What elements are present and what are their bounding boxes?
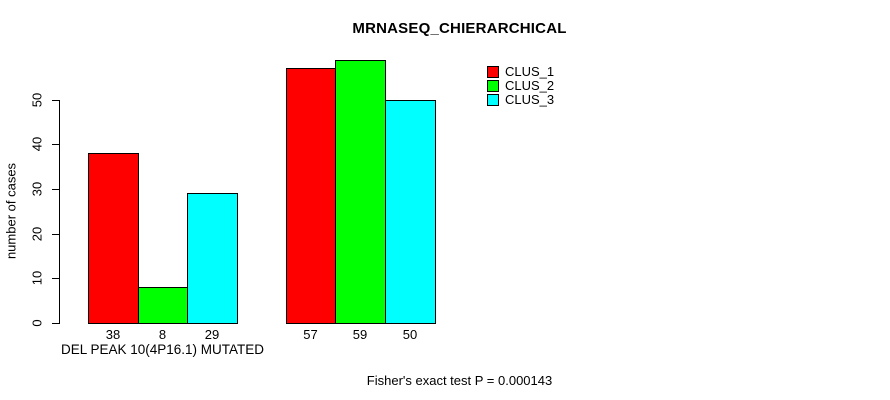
bar-value-label: 59 (352, 327, 368, 342)
y-axis-tick-label: 20 (29, 226, 45, 242)
y-axis-tick (52, 323, 59, 324)
bar-value-label: 50 (402, 327, 418, 342)
legend-label: CLUS_3 (505, 92, 555, 107)
y-axis-tick-label: 30 (29, 181, 45, 197)
bar-value-label: 38 (105, 327, 121, 342)
legend-swatch (487, 80, 499, 92)
y-axis-tick-label: 40 (29, 136, 45, 152)
bar-clus_2-group2 (335, 60, 386, 324)
legend: CLUS_1 CLUS_2 CLUS_3 (487, 65, 554, 107)
annotation-text: Fisher's exact test P = 0.000143 (366, 373, 553, 388)
bar-value-label: 29 (204, 327, 220, 342)
y-axis-line (59, 100, 60, 324)
legend-label: CLUS_1 (505, 64, 555, 79)
bar-clus_3-group1 (187, 193, 238, 324)
chart-title: MRNASEQ_CHIERARCHICAL (352, 20, 567, 37)
legend-swatch (487, 66, 499, 78)
x-axis-group-label: DEL PEAK 10(4P16.1) MUTATED (60, 342, 265, 357)
bar-value-label: 8 (158, 327, 167, 342)
legend-item: CLUS_2 (487, 79, 554, 93)
legend-item: CLUS_1 (487, 65, 554, 79)
legend-item: CLUS_3 (487, 93, 554, 107)
bar-clus_1-group2 (286, 68, 336, 324)
y-axis-tick-label: 10 (29, 270, 45, 286)
bar-clus_1-group1 (88, 153, 139, 324)
bar-value-label: 57 (303, 327, 318, 342)
y-axis-tick (52, 144, 59, 145)
y-axis-tick-label: 50 (29, 92, 45, 108)
y-axis-tick-label: 0 (29, 319, 45, 327)
bar-clus_2-group1 (138, 287, 188, 324)
legend-label: CLUS_2 (505, 78, 555, 93)
legend-swatch (487, 94, 499, 106)
y-axis-tick (52, 189, 59, 190)
y-axis-tick (52, 278, 59, 279)
y-axis-tick (52, 234, 59, 235)
y-axis-tick (52, 100, 59, 101)
bar-clus_3-group2 (385, 100, 436, 324)
